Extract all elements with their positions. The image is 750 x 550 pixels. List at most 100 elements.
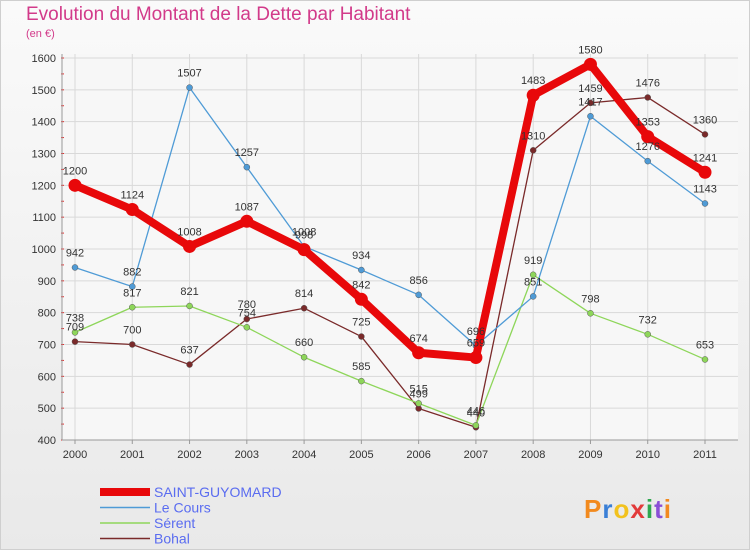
y-tick-label: 1500 — [32, 85, 56, 97]
data-label: 1241 — [693, 152, 717, 164]
data-point — [587, 310, 594, 317]
data-label: 1353 — [635, 117, 659, 129]
data-label: 942 — [66, 247, 84, 259]
data-point — [526, 88, 540, 102]
legend-label: Le Cours — [154, 500, 211, 516]
x-tick-label: 2004 — [292, 449, 316, 461]
data-point — [641, 130, 655, 144]
chart-subtitle: (en €) — [26, 28, 55, 40]
data-label: 1257 — [235, 147, 259, 159]
y-tick-label: 900 — [38, 276, 56, 288]
data-label: 814 — [295, 288, 313, 300]
data-point — [186, 84, 193, 91]
data-point — [243, 163, 251, 171]
series-line-s-rent — [74, 274, 706, 427]
y-tick-label: 1100 — [32, 212, 56, 224]
axes: 400 500 600 700 800 900 1000 1100 1200 1300 1400 15… — [32, 53, 738, 461]
series-line-le-cours — [74, 86, 706, 347]
x-tick-label: 2006 — [406, 449, 430, 461]
x-tick-label: 2005 — [349, 449, 373, 461]
data-label: 709 — [66, 322, 84, 334]
series-line-bohal — [74, 96, 706, 428]
data-label: 660 — [295, 337, 313, 349]
data-point — [472, 422, 480, 429]
data-label: 659 — [467, 338, 485, 350]
data-point — [583, 57, 597, 71]
y-tick-label: 1000 — [32, 244, 56, 256]
y-tick-label: 400 — [38, 435, 56, 447]
data-label: 934 — [352, 250, 370, 262]
data-label: 585 — [352, 361, 370, 373]
data-point — [186, 361, 193, 368]
x-tick-label: 2000 — [63, 449, 87, 461]
logo-letter: x — [630, 494, 645, 524]
data-point — [587, 113, 594, 120]
data-label: 499 — [409, 388, 427, 400]
data-point — [71, 264, 79, 271]
x-tick-label: 2009 — [578, 449, 602, 461]
x-tick-label: 2002 — [177, 449, 201, 461]
y-tick-label: 600 — [38, 371, 56, 383]
legend-label: Bohal — [154, 531, 190, 547]
data-label: 821 — [180, 286, 198, 298]
data-point — [183, 239, 197, 253]
x-tick-label: 2003 — [235, 449, 259, 461]
data-label: 515 — [409, 383, 427, 395]
data-point — [129, 283, 136, 290]
data-label: 798 — [581, 293, 599, 305]
data-label: 856 — [409, 275, 427, 287]
series-line-saint-guyomard — [71, 60, 709, 362]
data-label: 1507 — [177, 68, 201, 80]
data-label: 446 — [467, 405, 485, 417]
logo-letter: t — [654, 494, 664, 524]
plot-area — [62, 54, 738, 440]
y-tick-label: 1200 — [32, 180, 56, 192]
data-point — [701, 200, 709, 207]
data-point — [354, 292, 368, 306]
y-tick-label: 800 — [38, 308, 56, 320]
data-label: 440 — [467, 407, 485, 419]
data-label: 1310 — [521, 130, 545, 142]
y-tick-label: 1400 — [32, 117, 56, 129]
data-point — [129, 341, 136, 348]
data-label: 738 — [66, 312, 84, 324]
y-tick-label: 700 — [38, 340, 56, 352]
data-label: 696 — [467, 326, 485, 338]
x-tick-label: 2011 — [693, 449, 717, 461]
y-tick-label: 500 — [38, 403, 56, 415]
series — [68, 57, 712, 431]
data-point — [529, 271, 537, 279]
data-point — [186, 302, 193, 310]
data-point — [701, 356, 709, 363]
data-point — [358, 377, 365, 385]
data-label: 732 — [639, 314, 657, 326]
data-label: 851 — [524, 276, 542, 288]
data-label: 1417 — [578, 96, 602, 108]
data-label: 919 — [524, 255, 542, 267]
data-point — [415, 400, 422, 407]
data-label: 842 — [352, 279, 370, 291]
data-label: 637 — [180, 345, 198, 357]
logo-letter: i — [664, 494, 672, 524]
x-tick-label: 2010 — [635, 449, 659, 461]
grid — [62, 54, 738, 441]
data-point — [469, 351, 483, 365]
x-tick-label: 2007 — [464, 449, 488, 461]
chart-title: Evolution du Montant de la Dette par Hab… — [26, 4, 411, 25]
data-label: 1200 — [63, 165, 87, 177]
data-label: 754 — [238, 307, 256, 319]
data-point — [125, 203, 139, 217]
legend-label: Sérent — [154, 515, 195, 531]
data-point — [644, 94, 651, 101]
data-point — [358, 266, 365, 274]
data-label: 1459 — [578, 83, 602, 95]
data-label: 1124 — [120, 190, 144, 202]
data-point — [587, 99, 594, 107]
data-point — [415, 291, 422, 299]
proxiti-logo: Proxiti — [584, 494, 672, 524]
data-label: 1008 — [292, 226, 316, 238]
data-label: 882 — [123, 267, 141, 279]
x-tick-label: 2008 — [521, 449, 545, 461]
